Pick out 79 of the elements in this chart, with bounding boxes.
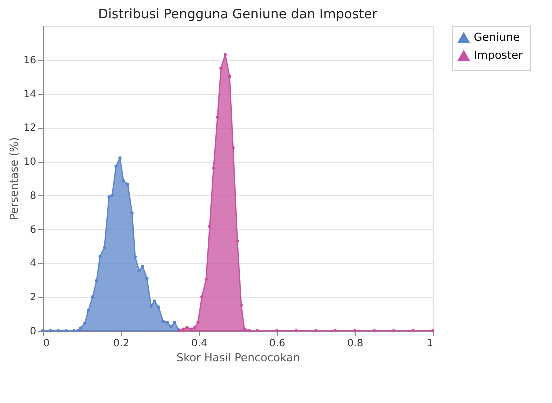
point xyxy=(228,75,232,78)
y-tick-label: 0 xyxy=(30,326,36,338)
point xyxy=(41,329,45,333)
point xyxy=(204,278,208,281)
point xyxy=(232,146,235,150)
point xyxy=(194,326,197,330)
x-axis-title: Skor Hasil Pencocokan xyxy=(176,352,300,364)
point xyxy=(186,326,189,330)
y-tick-label: 6 xyxy=(30,224,36,236)
point xyxy=(412,329,416,333)
point xyxy=(110,194,114,198)
point xyxy=(314,329,318,333)
point xyxy=(87,309,90,312)
x-tick-label: 0.8 xyxy=(348,338,364,350)
x-tick-label: 0.4 xyxy=(192,338,208,350)
point xyxy=(49,329,52,333)
y-tick-label: 4 xyxy=(30,258,36,270)
point xyxy=(216,116,220,120)
point xyxy=(130,212,134,215)
y-tick-label: 8 xyxy=(30,190,36,202)
point xyxy=(141,265,144,268)
point xyxy=(208,225,212,228)
point xyxy=(84,322,87,325)
point xyxy=(108,196,111,199)
point xyxy=(236,240,240,243)
point xyxy=(182,328,185,331)
x-tick-label: 1 xyxy=(427,338,434,350)
point xyxy=(392,329,396,333)
point xyxy=(152,300,156,303)
point xyxy=(57,329,60,333)
point xyxy=(122,179,126,183)
y-tick-label: 14 xyxy=(24,89,36,100)
point xyxy=(64,329,68,333)
point xyxy=(256,329,260,333)
point xyxy=(146,276,149,280)
point xyxy=(150,304,153,308)
y-tick-label: 10 xyxy=(24,157,36,168)
point xyxy=(103,246,106,250)
point xyxy=(248,329,252,333)
point xyxy=(334,329,338,333)
point xyxy=(118,156,122,160)
point xyxy=(294,329,298,333)
point xyxy=(372,329,376,333)
point xyxy=(162,320,166,324)
point xyxy=(243,328,246,331)
y-tick-label: 12 xyxy=(24,123,36,134)
point xyxy=(240,304,244,308)
point xyxy=(134,256,138,259)
point xyxy=(212,166,216,170)
point xyxy=(91,296,94,299)
point xyxy=(166,320,169,324)
point xyxy=(353,329,357,333)
chart-title: Distribusi Pengguna Geniune dan Imposter xyxy=(98,8,378,22)
point xyxy=(76,329,80,333)
point xyxy=(72,329,76,333)
point xyxy=(95,279,98,283)
point xyxy=(190,328,193,331)
point xyxy=(224,53,228,56)
point xyxy=(220,66,223,70)
point xyxy=(157,306,160,309)
y-tick-label: 16 xyxy=(24,55,36,66)
point xyxy=(138,269,141,272)
y-axis-title: Persentase (%) xyxy=(8,137,21,221)
point xyxy=(98,254,102,258)
legend-label: Geniune xyxy=(474,31,520,44)
point xyxy=(79,326,82,330)
y-tick-label: 2 xyxy=(30,292,36,304)
point xyxy=(200,296,204,299)
x-tick-label: 0 xyxy=(44,338,50,350)
point xyxy=(173,320,176,324)
legend-label: Imposter xyxy=(474,49,524,62)
point xyxy=(126,182,130,186)
point xyxy=(114,165,118,168)
x-tick-label: 0.2 xyxy=(114,338,130,350)
point xyxy=(431,329,435,333)
point xyxy=(170,325,173,328)
point xyxy=(196,320,200,324)
point xyxy=(275,329,279,333)
x-tick-label: 0.6 xyxy=(270,338,286,350)
